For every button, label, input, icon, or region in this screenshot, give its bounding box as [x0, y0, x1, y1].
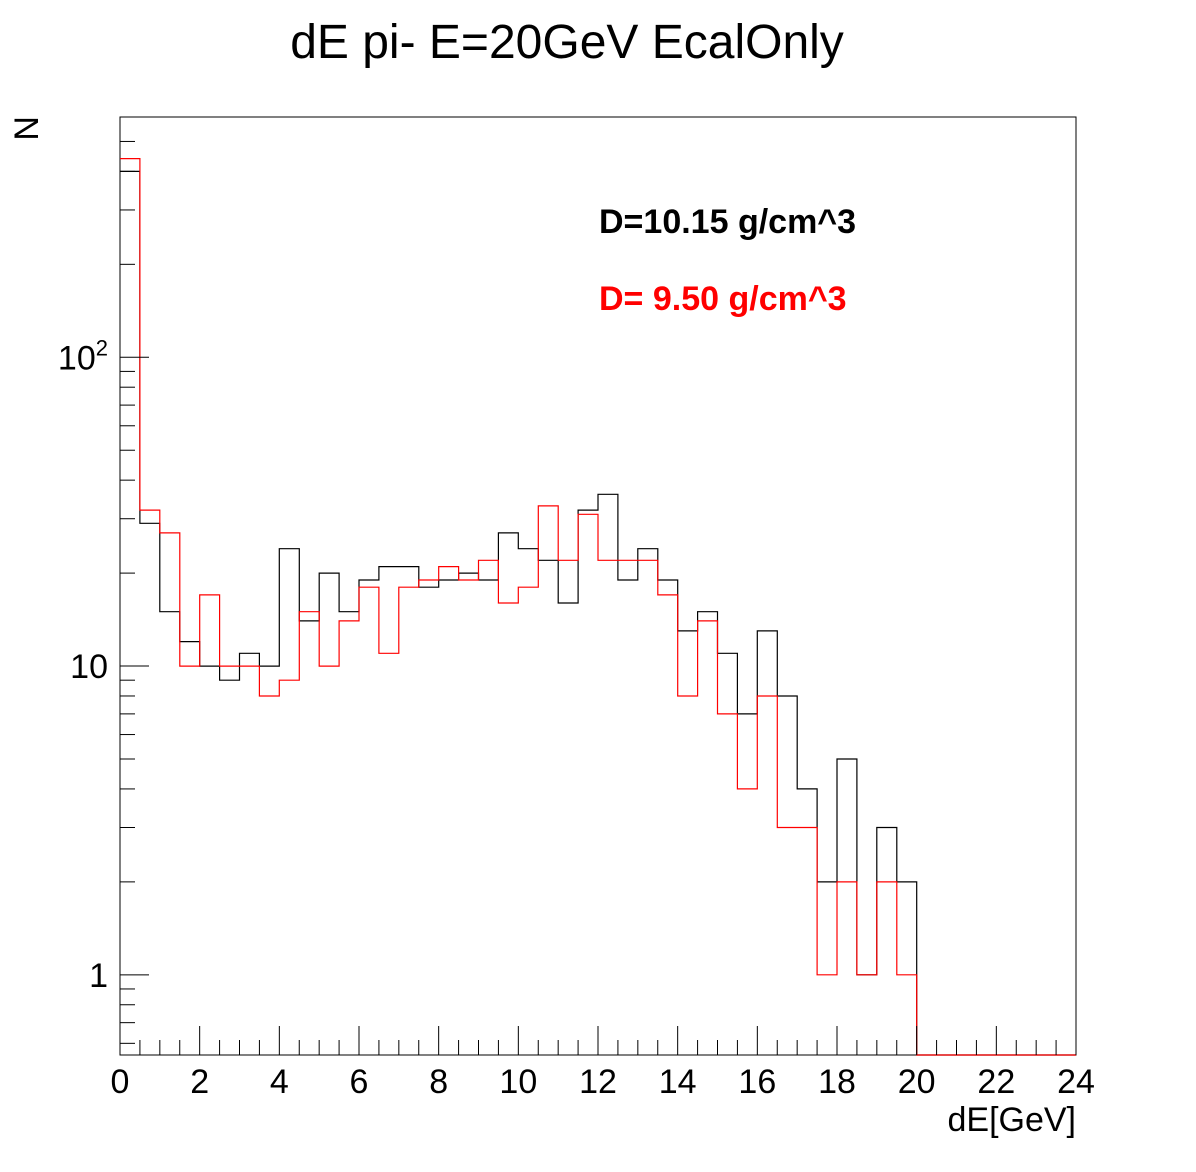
legend: D=10.15 g/cm^3 D= 9.50 g/cm^3 [599, 203, 856, 318]
y-axis: 1 10 102 [58, 116, 149, 1044]
y-tick-label: 1 [89, 957, 108, 995]
plot-frame [119, 116, 1077, 1056]
y-axis-label: N [8, 116, 46, 141]
x-tick-label: 18 [818, 1063, 856, 1101]
x-tick-label: 24 [1057, 1063, 1095, 1101]
series-1-histogram [120, 170, 1076, 1056]
x-tick-label: 6 [350, 1063, 369, 1101]
x-tick-label: 20 [898, 1063, 936, 1101]
legend-entry-2: D= 9.50 g/cm^3 [599, 280, 847, 318]
y-tick-label: 102 [58, 335, 108, 377]
y-tick-label: 10 [70, 648, 108, 686]
x-axis-label: dE[GeV] [947, 1101, 1076, 1139]
x-tick-label: 16 [738, 1063, 776, 1101]
x-tick-label: 14 [659, 1063, 697, 1101]
legend-entry-1: D=10.15 g/cm^3 [599, 203, 856, 241]
x-tick-label: 12 [579, 1063, 617, 1101]
x-axis: 0 2 4 6 8 10 12 14 16 18 20 22 24 [111, 1026, 1095, 1101]
plot-frame-border [119, 116, 1077, 1056]
series-layer [120, 158, 1076, 1056]
x-tick-label: 10 [499, 1063, 537, 1101]
series-2-histogram [120, 158, 1076, 1056]
chart-title: dE pi- E=20GeV EcalOnly [290, 16, 844, 69]
x-tick-label: 0 [111, 1063, 130, 1101]
x-tick-label: 22 [977, 1063, 1015, 1101]
x-tick-label: 4 [270, 1063, 289, 1101]
x-tick-label: 2 [190, 1063, 209, 1101]
x-tick-label: 8 [429, 1063, 448, 1101]
